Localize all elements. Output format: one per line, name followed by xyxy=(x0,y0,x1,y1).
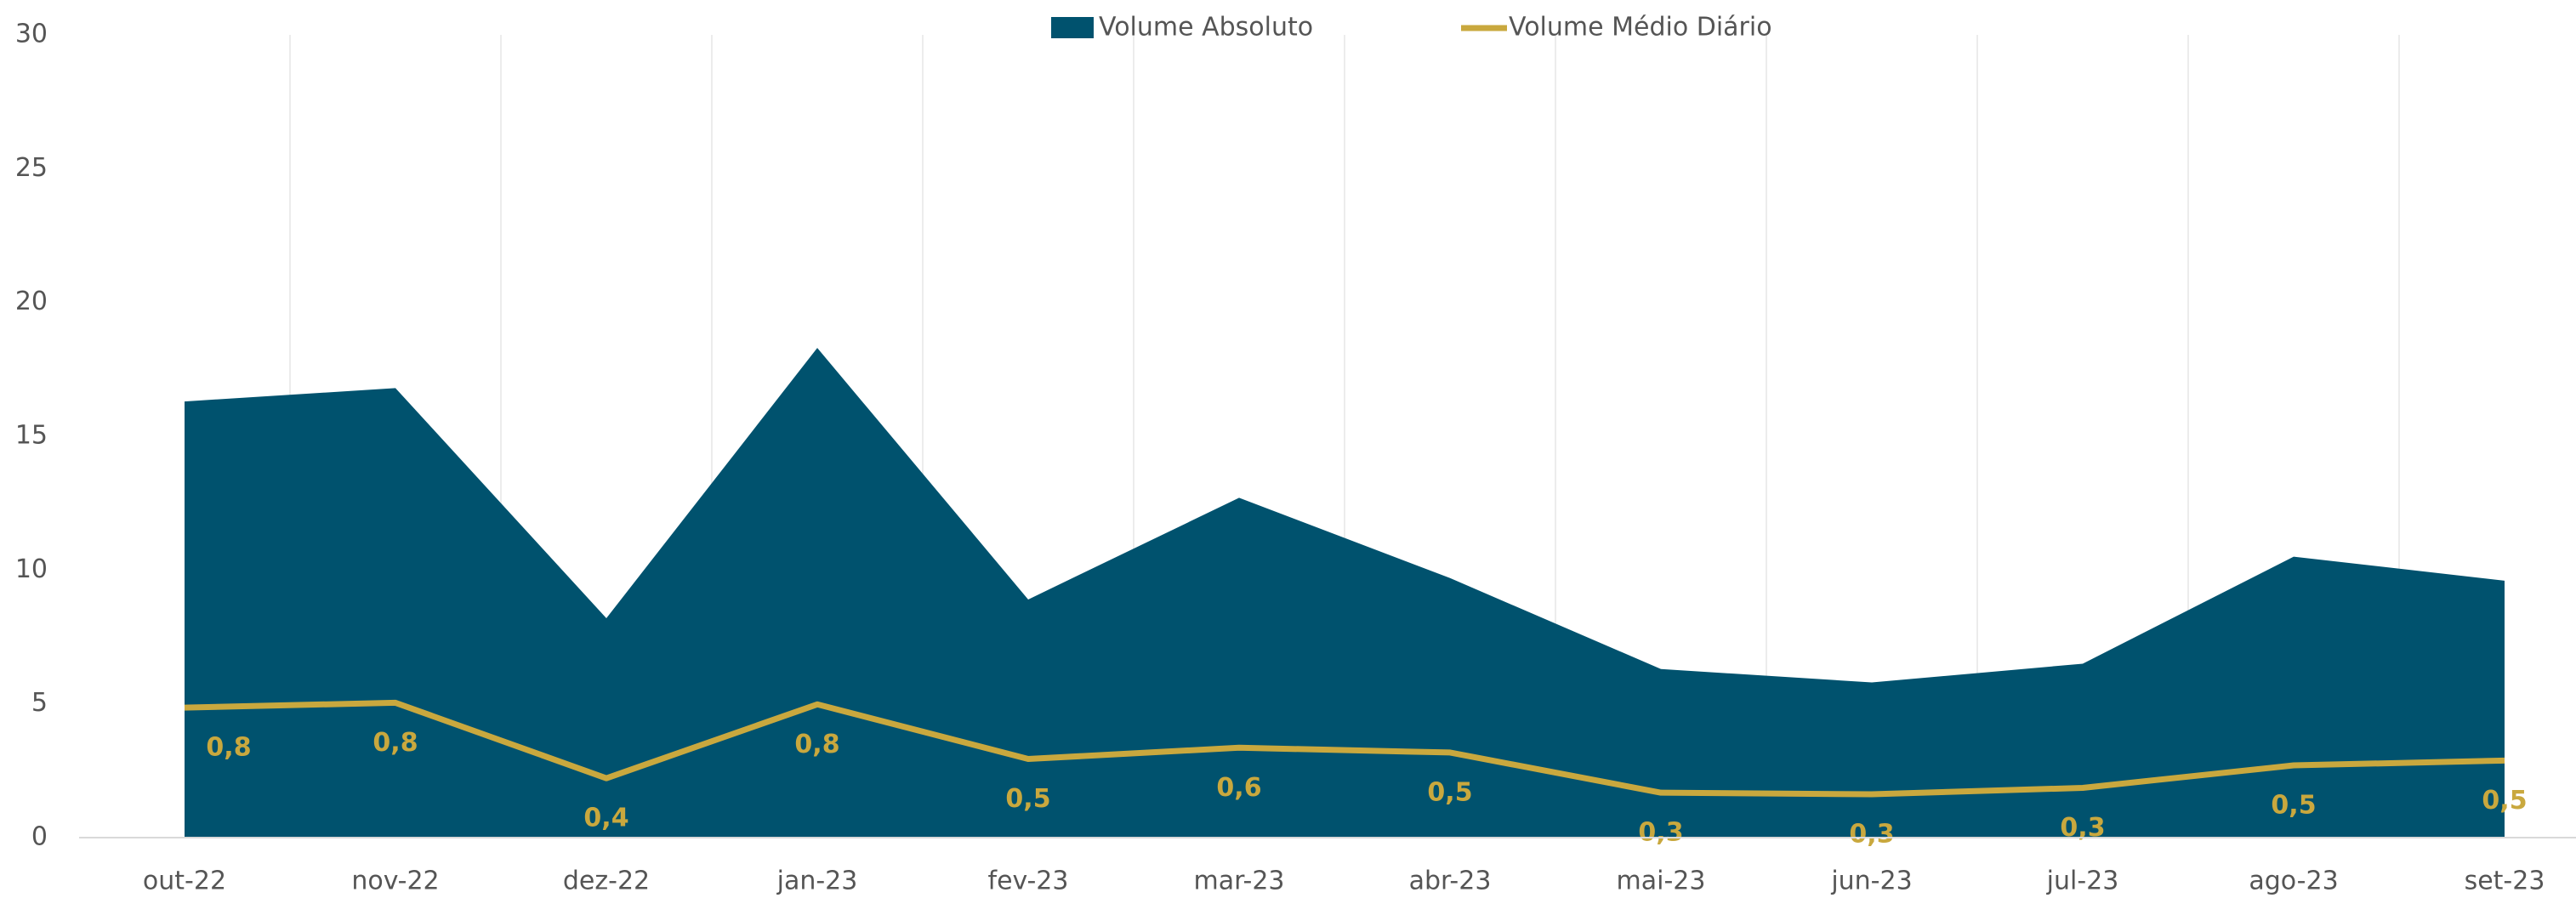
y-tick-label: 10 xyxy=(15,554,48,584)
data-label: 0,6 xyxy=(1216,773,1261,803)
data-label: 0,3 xyxy=(1849,820,1894,850)
data-label: 0,5 xyxy=(1427,777,1472,807)
y-tick-label: 25 xyxy=(15,153,48,183)
x-tick-label: mai-23 xyxy=(1617,867,1706,896)
y-tick-label: 30 xyxy=(15,20,48,49)
x-tick-label: out-22 xyxy=(143,867,226,896)
x-tick-label: nov-22 xyxy=(351,867,439,896)
area xyxy=(185,348,2505,838)
y-tick-label: 0 xyxy=(31,822,48,852)
x-tick-label: fev-23 xyxy=(988,867,1069,896)
data-label: 0,4 xyxy=(583,804,628,833)
y-tick-label: 15 xyxy=(15,421,48,451)
data-label: 0,8 xyxy=(372,728,418,758)
x-tick-label: mar-23 xyxy=(1193,867,1284,896)
x-tick-label: jul-23 xyxy=(2046,867,2119,896)
x-tick-label: ago-23 xyxy=(2249,867,2338,896)
x-tick-label: abr-23 xyxy=(1409,867,1492,896)
data-label: 0,3 xyxy=(1638,818,1683,848)
legend-label: Volume Absoluto xyxy=(1099,13,1313,43)
data-label: 0,8 xyxy=(206,733,251,763)
legend-swatch xyxy=(1051,17,1094,38)
legend-label: Volume Médio Diário xyxy=(1509,13,1772,43)
x-tick-label: jan-23 xyxy=(776,867,858,896)
x-tick-label: jun-23 xyxy=(1830,867,1912,896)
data-label: 0,8 xyxy=(794,730,839,759)
x-tick-label: dez-22 xyxy=(563,867,650,896)
data-label: 0,5 xyxy=(2482,786,2527,816)
line xyxy=(184,699,2505,798)
data-label: 0,5 xyxy=(1005,784,1050,814)
y-tick-label: 20 xyxy=(15,287,48,316)
x-tick-label: set-23 xyxy=(2465,867,2545,896)
y-tick-label: 5 xyxy=(31,688,48,718)
data-label: 0,5 xyxy=(2271,791,2316,821)
